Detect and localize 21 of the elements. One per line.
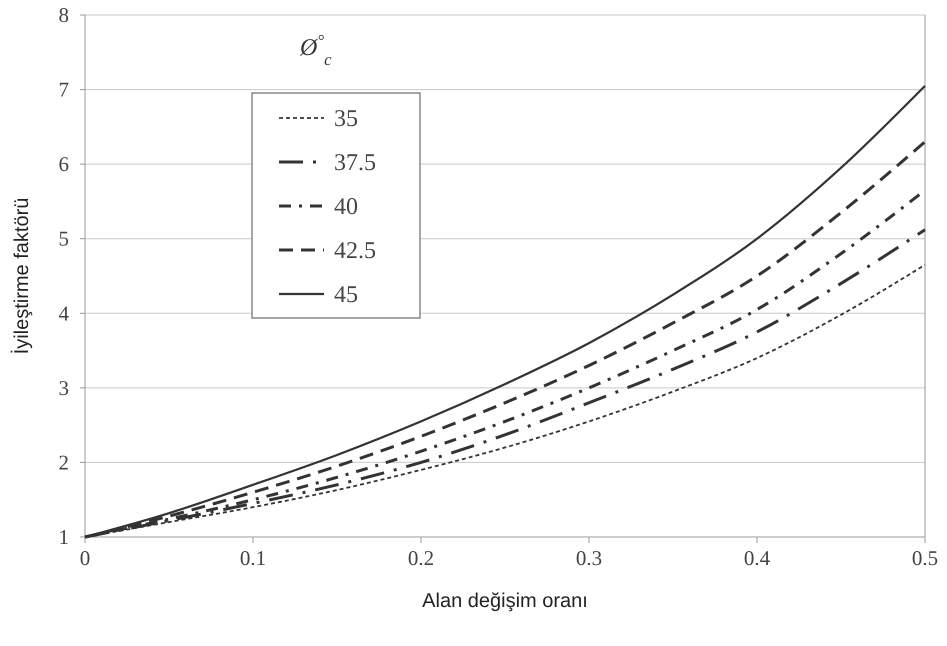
y-tick-label: 5 xyxy=(58,226,69,251)
y-tick-label: 8 xyxy=(58,3,69,27)
x-tick-label: 0.4 xyxy=(744,546,771,570)
legend-label: 40 xyxy=(334,194,358,220)
legend-label: 37.5 xyxy=(334,150,376,176)
legend-label: 45 xyxy=(334,282,358,308)
y-tick-label: 2 xyxy=(58,450,69,474)
y-tick-label: 3 xyxy=(58,376,69,400)
y-axis-title: İyileştirme faktörü xyxy=(10,198,33,354)
legend-label: 42.5 xyxy=(334,238,376,264)
x-tick-label: 0.2 xyxy=(408,546,434,570)
legend-label: 35 xyxy=(334,106,358,132)
x-tick-label: 0.5 xyxy=(912,546,938,570)
x-tick-label: 0 xyxy=(80,546,90,570)
y-tick-label: 4 xyxy=(58,301,70,326)
y-tick-label: 7 xyxy=(58,78,69,102)
x-axis-title: Alan değişim oranı xyxy=(422,590,588,612)
x-tick-label: 0.3 xyxy=(576,546,602,570)
x-tick-label: 0.1 xyxy=(240,546,266,570)
y-tick-label: 6 xyxy=(58,152,69,176)
y-tick-label: 1 xyxy=(58,525,69,549)
